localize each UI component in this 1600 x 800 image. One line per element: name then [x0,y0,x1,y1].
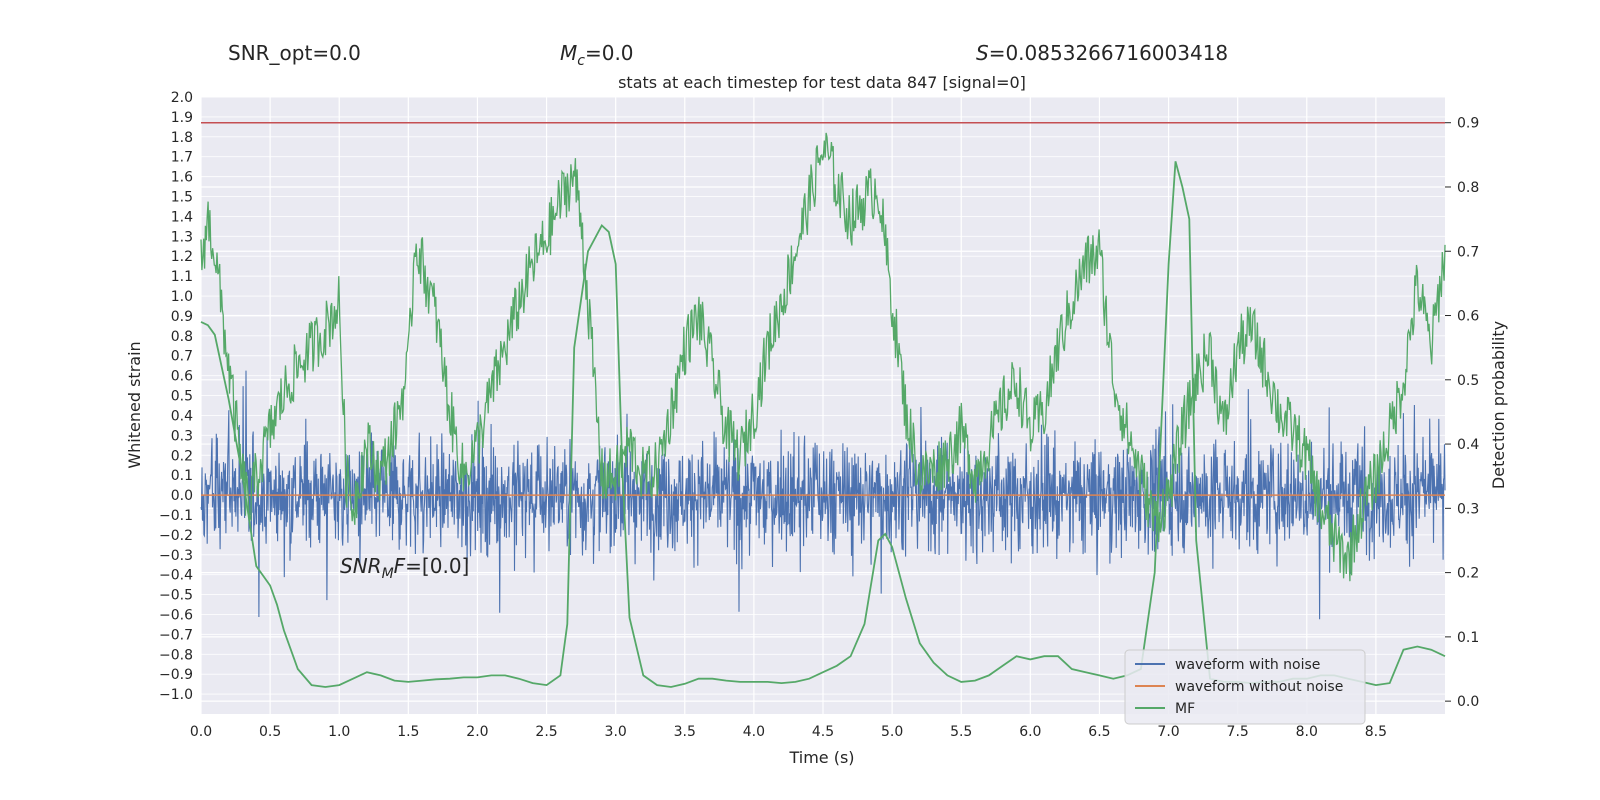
x-tick-label: 5.5 [950,724,972,740]
y-right-axis-label: Detection probability [1489,321,1508,489]
x-tick-label: 6.5 [1088,724,1110,740]
noise-waveform-line [200,370,1446,620]
detection-probability-line [200,132,1446,582]
series-layer [200,121,1446,688]
y-left-tick-label: 0.3 [171,428,193,444]
mc-sub: c [577,53,585,69]
y-right-tick-label: 0.2 [1457,566,1479,582]
y-left-tick-label: 0.5 [171,389,193,405]
legend-label-noise: waveform with noise [1175,657,1320,673]
y-right-tick-label: 0.5 [1457,373,1479,389]
y-left-tick-label: 1.4 [171,209,193,225]
mc-label: Mc=0.0 [560,41,634,69]
y-left-tick-label: 2.0 [171,90,193,106]
snr-symbol: SNR [340,554,382,578]
y-left-tick-label: 0.1 [171,468,193,484]
legend-box [1124,649,1366,725]
noise-waveform-layer [200,370,1446,620]
snr-sub: M [382,566,394,582]
y-left-tick-label: −0.5 [159,588,193,604]
y-left-tick-label: 1.3 [171,229,193,245]
mc-symbol: M [560,41,577,65]
x-tick-label: 6.0 [1019,724,1041,740]
y-right-tick-label: 0.7 [1457,244,1479,260]
y-left-tick-label: 1.5 [171,190,193,206]
y-left-tick-label: 1.7 [171,150,193,166]
y-left-tick-label: 0.2 [171,448,193,464]
y-left-tick-label: 0.9 [171,309,193,325]
y-left-tick-label: −0.4 [159,568,193,584]
x-tick-label: 7.0 [1157,724,1179,740]
x-tick-label: 3.0 [605,724,627,740]
x-tick-label: 2.5 [535,724,557,740]
x-tick-label: 1.5 [397,724,419,740]
y-right-tick-label: 0.3 [1457,501,1479,517]
mc-value: =0.0 [585,41,634,65]
y-left-tick-label: 1.2 [171,249,193,265]
y-left-tick-label: 0.6 [171,369,193,385]
y-left-tick-label: −0.1 [159,508,193,524]
y-right-tick-label: 0.9 [1457,116,1479,132]
x-axis-label: Time (s) [788,748,854,767]
y-left-tick-label: 1.9 [171,110,193,126]
x-tick-label: 2.0 [466,724,488,740]
x-tick-label: 1.0 [328,724,350,740]
y-left-tick-label: 0.8 [171,329,193,345]
y-right-tick-label: 0.1 [1457,630,1479,646]
y-right-tick-label: 0.0 [1457,694,1479,710]
chart-title: stats at each timestep for test data 847… [618,73,1026,92]
s-symbol: S [976,41,989,65]
y-left-tick-label: 1.6 [171,170,193,186]
y-left-tick-label: −1.0 [159,687,193,703]
y-left-tick-label: −0.8 [159,647,193,663]
y-left-tick-label: 0.4 [171,408,193,424]
y-left-tick-label: 1.8 [171,130,193,146]
y-right-tick-label: 0.8 [1457,180,1479,196]
y-left-tick-label: −0.3 [159,548,193,564]
y-left-tick-label: 1.0 [171,289,193,305]
s-label: S=0.0853266716003418 [976,41,1228,65]
s-value: =0.0853266716003418 [989,41,1228,65]
x-grid [200,97,1377,714]
legend-label-clean: waveform without noise [1175,679,1343,695]
y-left-axis-label: Whitened strain [125,341,144,468]
y-left-tick-label: −0.7 [159,627,193,643]
x-tick-label: 3.5 [674,724,696,740]
snr-mf-annotation: SNRMF=[0.0] [340,554,469,582]
y-left-tick-label: −0.6 [159,607,193,623]
snr-tail: F [394,554,406,578]
snr-value: =[0.0] [405,554,469,578]
x-tick-label: 5.0 [881,724,903,740]
x-tick-label: 4.5 [812,724,834,740]
snr-opt-label: SNR_opt=0.0 [228,41,361,65]
y-left-tick-label: 0.0 [171,488,193,504]
y-right-tick-labels: 0.0 0.1 0.2 0.3 0.4 0.5 0.6 0.7 0.8 0.9 [1445,116,1479,710]
x-tick-label: 0.0 [190,724,212,740]
y-left-tick-label: 0.7 [171,349,193,365]
y-left-tick-labels: −1.0 −0.9 −0.8 −0.7 −0.6 −0.5 −0.4 −0.3 −0.2 −0.1… [159,90,193,703]
y-right-tick-label: 0.6 [1457,309,1479,325]
legend: waveform with noise waveform without noi… [1124,649,1366,725]
x-tick-labels: 0.0 0.5 1.0 1.5 2.0 2.5 3.0 3.5 4.0 4.5 5.0 5.5 6.0 6… [190,724,1387,740]
y-left-tick-label: −0.9 [159,667,193,683]
x-tick-label: 4.0 [743,724,765,740]
x-tick-label: 7.5 [1227,724,1249,740]
y-right-tick-label: 0.4 [1457,437,1479,453]
legend-label-mf: MF [1175,701,1195,717]
x-tick-label: 0.5 [259,724,281,740]
y-left-tick-label: 1.1 [171,269,193,285]
x-tick-label: 8.0 [1296,724,1318,740]
x-tick-label: 8.5 [1365,724,1387,740]
y-left-tick-label: −0.2 [159,528,193,544]
